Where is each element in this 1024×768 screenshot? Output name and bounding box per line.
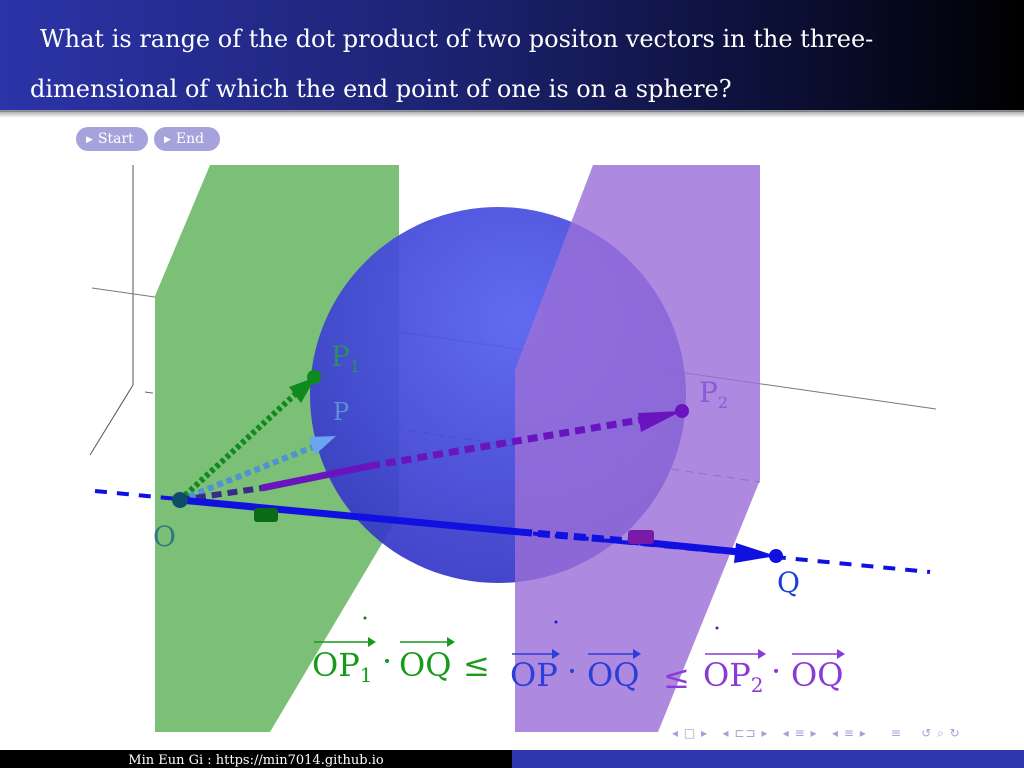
footer-bar	[512, 750, 1024, 768]
marker-dot	[554, 620, 558, 624]
marker-dot	[715, 626, 719, 630]
vector-op-arrowhead	[309, 436, 336, 455]
vector-oq-end	[639, 538, 741, 556]
nav-next-section-icon[interactable]: ▸	[810, 726, 818, 740]
play-icon: ▶	[164, 135, 171, 145]
term-op: OP	[510, 656, 558, 694]
vector-bar-arrow	[837, 649, 845, 659]
projection-marker-purple	[628, 530, 654, 544]
vector-op2-arrowhead	[638, 411, 682, 432]
point-p2	[675, 404, 689, 418]
vector-figure: O P1 P P2 Q OP1 · OQ ≤ OP · OQ ≤ OP2 · O…	[89, 165, 937, 732]
origin-point	[172, 492, 188, 508]
leq-1: ≤	[463, 646, 490, 684]
start-button-label: Start	[97, 131, 134, 147]
q-label: Q	[777, 566, 800, 599]
p1-label: P1	[331, 340, 360, 376]
p-label: P	[333, 398, 349, 426]
vector-op	[178, 442, 320, 503]
term-op2-sub: 2	[751, 673, 764, 697]
vector-op2-dashed	[369, 416, 641, 470]
point-p1	[307, 370, 321, 384]
nav-prev-frame-icon[interactable]: ◂	[672, 726, 680, 740]
dot-op: ·	[567, 652, 577, 690]
term-op1: OP1	[312, 646, 373, 687]
nav-subsection-icon[interactable]: ⊏⊐	[734, 726, 757, 740]
x-axis	[89, 384, 134, 456]
marker-dot	[363, 616, 367, 620]
nav-prev-subsection-icon[interactable]: ◂	[722, 726, 730, 740]
header-shadow	[0, 110, 1024, 118]
p2-label-sub: 2	[718, 393, 728, 412]
vector-op2	[261, 462, 371, 492]
p1-label-main: P	[331, 340, 350, 373]
slide-title: What is range of the dot product of two …	[30, 25, 874, 103]
vector-bar-arrow	[447, 637, 455, 647]
term-op1-sub: 1	[360, 663, 373, 687]
vector-oq-dashed	[519, 528, 641, 546]
end-button[interactable]: ▶ End	[154, 127, 220, 151]
purple-plane	[515, 165, 760, 732]
projection-marker-green	[254, 508, 278, 522]
vector-bar-arrow	[633, 649, 641, 659]
nav-align-icon[interactable]: ≡	[890, 726, 902, 740]
nav-frame-icon[interactable]: □	[683, 726, 697, 740]
vector-bar-arrow	[552, 649, 560, 659]
nav-next-frame-icon[interactable]: ▸	[701, 726, 709, 740]
term-op2: OP2	[703, 656, 764, 697]
vector-oq-arrowhead	[734, 543, 776, 563]
nav-part-icon[interactable]: ≡	[843, 726, 855, 740]
nav-section-icon[interactable]: ≡	[794, 726, 806, 740]
vector-op1-arrowhead	[289, 377, 316, 403]
start-button[interactable]: ▶ Start	[76, 127, 148, 151]
term-op1-main: OP	[312, 646, 360, 684]
term-op2-main: OP	[703, 656, 751, 694]
p2-label-main: P	[699, 376, 718, 409]
nav-next-subsection-icon[interactable]: ▸	[761, 726, 769, 740]
term-oq-1: OQ	[399, 646, 451, 684]
point-q	[769, 549, 783, 563]
vector-oq	[179, 496, 521, 536]
footer-author: Min Eun Gi : https://min7014.github.io	[0, 750, 512, 768]
vector-op2-start-dashed	[179, 485, 263, 503]
inequality-expression: OP1 · OQ ≤ OP · OQ ≤ OP2 · OQ	[312, 637, 845, 697]
slide-header	[0, 0, 1024, 112]
vector-bar-arrow	[368, 637, 376, 647]
play-icon: ▶	[86, 135, 93, 145]
nav-next-part-icon[interactable]: ▸	[859, 726, 867, 740]
end-button-label: End	[175, 131, 205, 147]
nav-prev-part-icon[interactable]: ◂	[832, 726, 840, 740]
nav-search-icon[interactable]: ↺ ⌕ ↻	[921, 726, 961, 740]
term-oq-3: OQ	[791, 656, 843, 694]
vector-bar-arrow	[758, 649, 766, 659]
beamer-navigation: ◂ □ ▸ ◂ ⊏⊐ ▸ ◂ ≡ ▸ ◂ ≡ ▸ ≡ ↺ ⌕ ↻	[672, 726, 1022, 744]
p1-label-sub: 1	[350, 357, 360, 376]
dot-op: ·	[771, 652, 781, 690]
dot-op: ·	[382, 642, 392, 680]
origin-label: O	[153, 520, 176, 553]
p2-label: P2	[699, 376, 728, 412]
term-oq-2: OQ	[587, 656, 639, 694]
leq-2: ≤	[663, 658, 690, 696]
nav-prev-section-icon[interactable]: ◂	[782, 726, 790, 740]
